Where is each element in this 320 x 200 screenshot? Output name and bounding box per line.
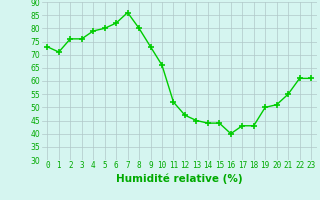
X-axis label: Humidité relative (%): Humidité relative (%): [116, 173, 243, 184]
